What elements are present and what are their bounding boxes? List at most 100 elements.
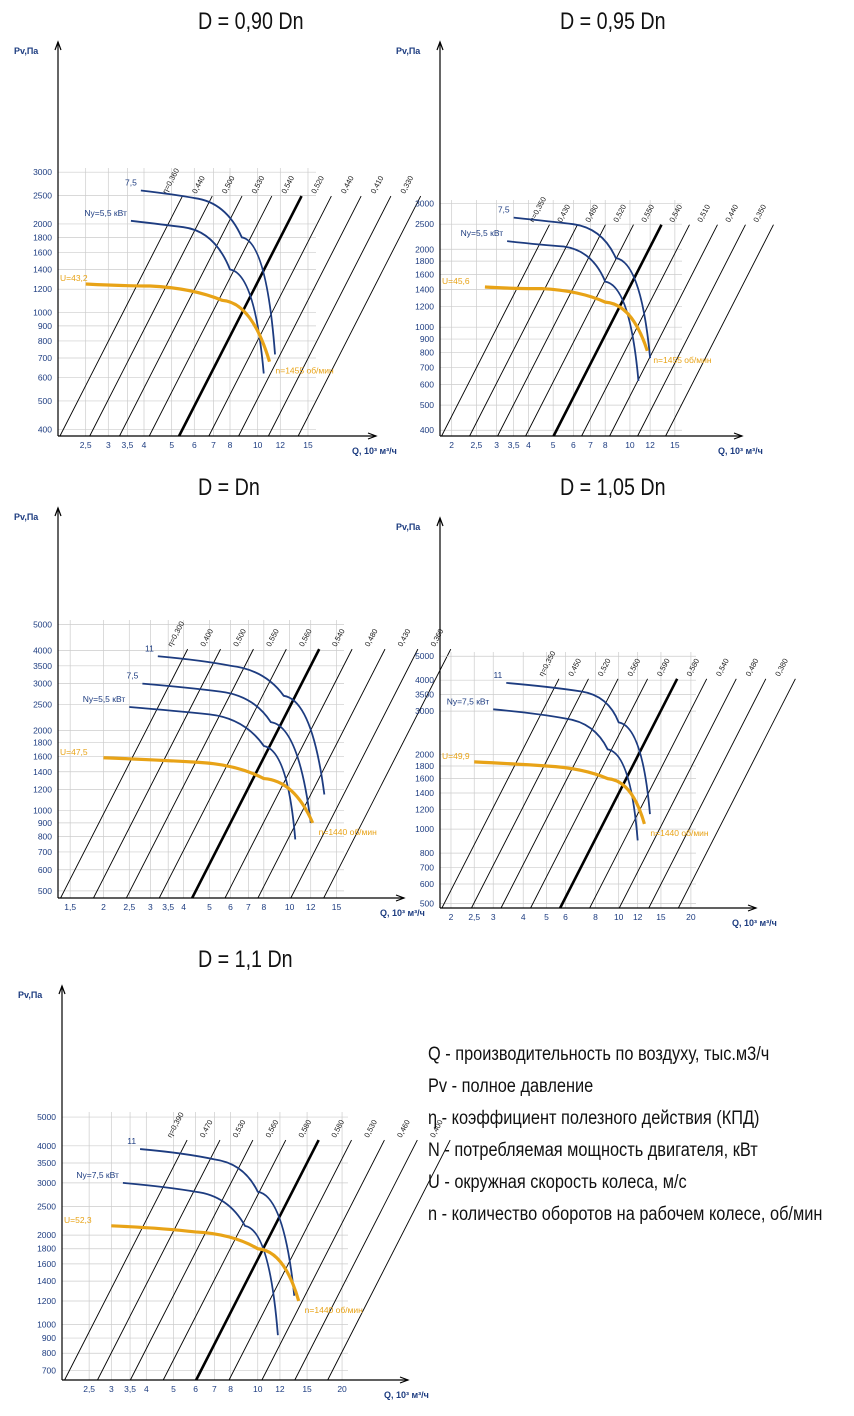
eta-label: 0,350 — [751, 203, 768, 224]
eta-label: 0,530 — [250, 174, 267, 195]
x-tick-label: 2,5 — [80, 440, 92, 450]
eta-label: 0,460 — [395, 1118, 412, 1139]
y-tick-label: 900 — [42, 1333, 56, 1343]
eta-line — [609, 224, 718, 437]
power-label: Ny=5,5 кВт — [84, 208, 127, 218]
x-tick-label: 3 — [494, 440, 499, 450]
y-tick-label: 1800 — [415, 761, 434, 771]
eta-label: 0,530 — [362, 1118, 379, 1139]
y-tick-label: 2000 — [37, 1230, 56, 1240]
eta-label: 0,540 — [714, 657, 731, 678]
power-label: 11 — [145, 643, 154, 653]
eta-label: 0,550 — [639, 203, 656, 224]
y-tick-label: 5000 — [33, 620, 52, 630]
eta-label: 0,440 — [723, 203, 740, 224]
y-tick-label: 400 — [38, 424, 52, 434]
eta-line — [162, 1139, 287, 1381]
x-tick-label: 5 — [207, 902, 212, 912]
x-tick-label: 4 — [144, 1384, 149, 1394]
speed-u-label: U=43,2 — [60, 273, 88, 283]
y-tick-label: 800 — [420, 848, 434, 858]
y-tick-label: 500 — [420, 899, 434, 909]
eta-line — [129, 1139, 254, 1381]
eta-label: 0,480 — [744, 657, 761, 678]
eta-label: 0,430 — [396, 627, 413, 648]
eta-line — [525, 224, 634, 437]
speed-u-label: U=49,9 — [442, 751, 470, 761]
eta-line — [125, 648, 254, 899]
x-tick-label: 3 — [148, 902, 153, 912]
y-axis-arrow — [58, 984, 66, 995]
y-tick-label: 4000 — [37, 1141, 56, 1151]
speed-curve — [484, 285, 649, 352]
eta-label: 0,500 — [220, 174, 237, 195]
eta-label: 0,400 — [198, 627, 215, 648]
eta-label: 0,540 — [330, 627, 347, 648]
power-curve — [506, 682, 651, 815]
speed-n-label: n=1455 об/мин — [653, 355, 712, 365]
x-tick-label: 10 — [625, 440, 635, 450]
eta-label: 0,450 — [566, 657, 583, 678]
chart-title: D = 0,95 Dn — [560, 8, 666, 35]
power-curve — [139, 1148, 296, 1296]
y-tick-label: 900 — [38, 321, 52, 331]
y-tick-label: 600 — [420, 380, 434, 390]
x-tick-label: 3 — [106, 440, 111, 450]
x-tick-label: 10 — [253, 440, 263, 450]
eta-line — [637, 224, 746, 437]
y-tick-label: 1200 — [415, 805, 434, 815]
y-tick-label: 700 — [42, 1365, 56, 1375]
x-axis-label: Q, 10³ м³/ч — [380, 908, 425, 918]
eta-line — [441, 224, 550, 437]
x-tick-label: 3,5 — [162, 902, 174, 912]
eta-label: 0,590 — [655, 657, 672, 678]
y-tick-label: 400 — [420, 425, 434, 435]
x-tick-label: 8 — [228, 1384, 233, 1394]
y-axis-arrow — [436, 516, 444, 527]
x-tick-label: 6 — [193, 1384, 198, 1394]
eta-line — [581, 224, 690, 437]
y-axis-label: Pv,Па — [396, 522, 421, 532]
x-axis-arrow — [747, 904, 758, 912]
eta-line — [648, 678, 767, 909]
chart-title: D = Dn — [198, 474, 260, 501]
eta-label: 0,560 — [625, 657, 642, 678]
eta-line — [59, 195, 183, 437]
x-tick-label: 12 — [306, 902, 316, 912]
power-label: Ny=5,5 кВт — [461, 228, 504, 238]
x-tick-label: 6 — [228, 902, 233, 912]
eta-label: η=0,350 — [537, 649, 558, 677]
x-tick-label: 4 — [142, 440, 147, 450]
eta-line — [618, 678, 737, 909]
speed-curve — [111, 1224, 301, 1302]
y-tick-label: 3000 — [415, 199, 434, 209]
eta-line — [177, 195, 303, 437]
eta-label: 0,440 — [190, 174, 207, 195]
y-axis-arrow — [54, 40, 62, 51]
x-tick-label: 7 — [211, 440, 216, 450]
y-tick-label: 2000 — [33, 219, 52, 229]
speed-u-label: U=47,5 — [60, 747, 88, 757]
x-axis-arrow — [395, 894, 406, 902]
eta-label: 0,560 — [264, 1118, 281, 1139]
y-tick-label: 2500 — [415, 219, 434, 229]
legend-item: N - потребляемая мощность двигателя, кВт — [428, 1140, 758, 1161]
speed-u-label: U=45,6 — [442, 276, 470, 286]
eta-line — [558, 678, 679, 909]
x-tick-label: 15 — [332, 902, 342, 912]
y-tick-label: 2000 — [415, 750, 434, 760]
eta-label: 0,520 — [309, 174, 326, 195]
power-curve — [493, 708, 639, 841]
eta-label: η=0,360 — [160, 167, 181, 195]
x-axis-arrow — [367, 432, 378, 440]
eta-line — [530, 678, 649, 909]
y-tick-label: 700 — [38, 847, 52, 857]
eta-line — [158, 648, 287, 899]
y-tick-label: 1800 — [33, 232, 52, 242]
power-label: Ny=7,5 кВт — [76, 1170, 119, 1180]
eta-label: 0,410 — [369, 174, 386, 195]
power-label: 11 — [493, 670, 502, 680]
y-tick-label: 4000 — [33, 645, 52, 655]
x-tick-label: 3,5 — [122, 440, 134, 450]
x-tick-label: 3 — [491, 912, 496, 922]
